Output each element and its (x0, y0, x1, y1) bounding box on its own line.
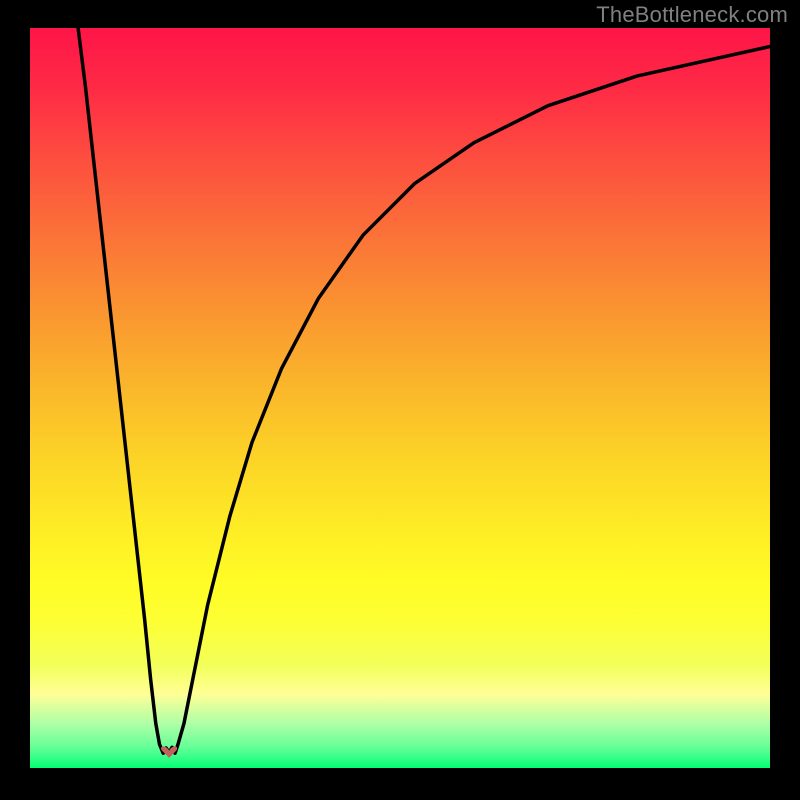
chart-background-gradient (30, 28, 770, 768)
bottleneck-chart-container: TheBottleneck.com (0, 0, 800, 800)
bottleneck-chart (0, 0, 800, 800)
watermark-text: TheBottleneck.com (596, 2, 788, 28)
